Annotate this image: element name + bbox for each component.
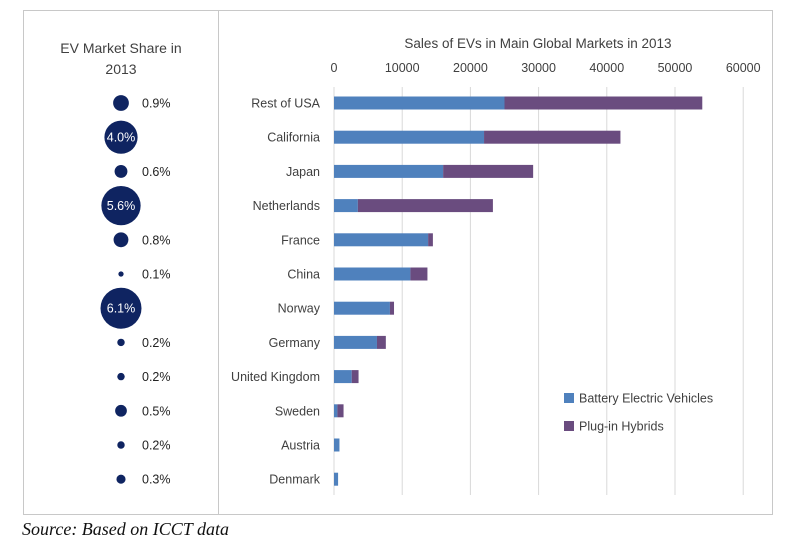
share-label: 5.6% [107, 199, 136, 213]
bev-bar [334, 267, 411, 281]
phev-bar [337, 404, 344, 418]
bubble-chart-title: EV Market Share in 2013 [24, 38, 218, 80]
chart-frame [23, 10, 773, 515]
bev-bar [334, 164, 444, 178]
share-bubble [115, 404, 127, 417]
share-bubble [116, 474, 126, 484]
bev-bar [334, 301, 390, 315]
bev-bar [334, 335, 377, 349]
bev-bar [334, 199, 358, 213]
category-label: Denmark [269, 473, 320, 487]
phev-bar [376, 335, 386, 349]
category-label: Netherlands [253, 199, 320, 213]
bev-bar [334, 233, 429, 247]
phev-bar [389, 301, 395, 315]
phev-bar [428, 233, 433, 247]
legend-swatch [564, 421, 574, 431]
bev-bar [334, 96, 505, 110]
x-tick-label: 50000 [658, 61, 693, 75]
x-tick-label: 20000 [453, 61, 488, 75]
share-bubble [104, 120, 138, 154]
share-bubble [114, 164, 128, 178]
bev-bar [334, 472, 339, 486]
category-label: Austria [281, 439, 320, 453]
source-note: Source: Based on ICCT data [22, 519, 229, 539]
share-bubble [100, 287, 142, 329]
bubble-chart-title-line2: 2013 [105, 61, 137, 77]
category-label: China [287, 268, 320, 282]
x-tick-label: 0 [331, 61, 338, 75]
x-tick-label: 60000 [726, 61, 761, 75]
share-label: 0.9% [142, 97, 171, 111]
phev-bar [410, 267, 428, 281]
share-bubble [113, 95, 129, 111]
category-label: United Kingdom [231, 370, 320, 384]
bev-bar [334, 404, 338, 418]
x-tick-label: 10000 [385, 61, 420, 75]
panel-divider [218, 10, 219, 515]
share-label: 0.2% [142, 370, 171, 384]
share-label: 0.3% [142, 473, 171, 487]
legend-swatch [564, 393, 574, 403]
phev-bar [504, 96, 703, 110]
bar-chart-title: Sales of EVs in Main Global Markets in 2… [404, 36, 671, 51]
category-label: California [267, 131, 320, 145]
bev-bar [334, 130, 485, 144]
share-label: 0.5% [142, 404, 171, 418]
phev-bar [443, 164, 534, 178]
share-label: 4.0% [107, 131, 136, 145]
bev-bar [334, 438, 340, 452]
share-label: 0.2% [142, 439, 171, 453]
share-label: 0.6% [142, 165, 171, 179]
category-label: Rest of USA [251, 97, 320, 111]
share-bubble [113, 232, 129, 248]
bev-bar [334, 370, 352, 384]
category-label: Germany [269, 336, 321, 350]
category-label: Japan [286, 165, 320, 179]
category-label: Norway [278, 302, 321, 316]
phev-bar [357, 199, 493, 213]
share-bubble [117, 338, 125, 347]
x-tick-label: 30000 [521, 61, 556, 75]
category-label: France [281, 233, 320, 247]
category-label: Sweden [275, 404, 320, 418]
share-label: 0.8% [142, 233, 171, 247]
legend-label: Battery Electric Vehicles [579, 392, 713, 406]
legend-label: Plug-in Hybrids [579, 420, 664, 434]
share-label: 0.2% [142, 336, 171, 350]
share-bubble [117, 372, 125, 381]
share-label: 6.1% [107, 302, 136, 316]
share-bubble [101, 185, 141, 226]
share-bubble [118, 271, 124, 277]
bubble-chart-title-line1: EV Market Share in [60, 40, 182, 56]
share-label: 0.1% [142, 268, 171, 282]
phev-bar [484, 130, 621, 144]
x-tick-label: 40000 [589, 61, 624, 75]
share-bubble [117, 441, 125, 449]
phev-bar [351, 370, 359, 384]
